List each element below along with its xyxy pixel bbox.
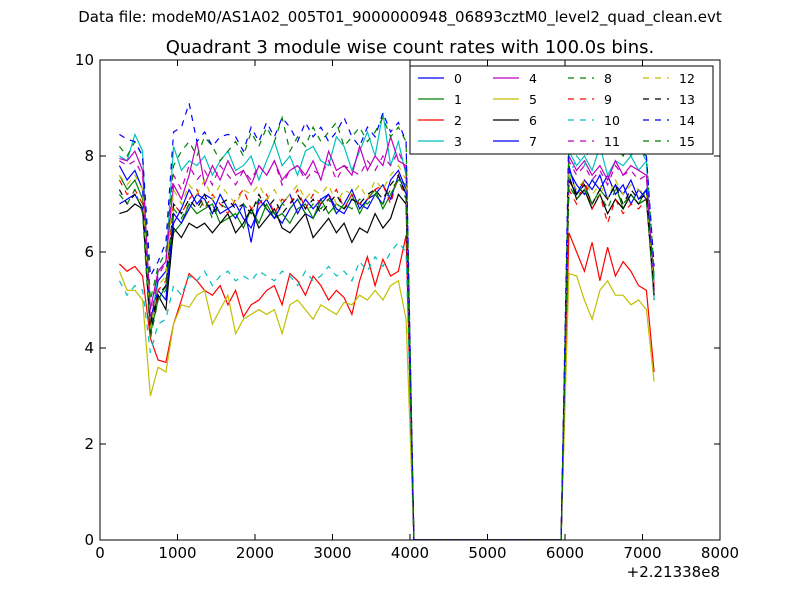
- legend-label-15: 15: [679, 134, 695, 149]
- legend-label-0: 0: [454, 71, 462, 86]
- legend-label-9: 9: [604, 92, 612, 107]
- legend-label-4: 4: [529, 71, 537, 86]
- figure-suptitle: Data file: modeM0/AS1A02_005T01_90000009…: [78, 8, 722, 27]
- y-tick-label: 10: [75, 51, 94, 69]
- x-tick-label: 8000: [701, 544, 739, 562]
- y-tick-label: 8: [84, 147, 94, 165]
- legend-label-7: 7: [529, 134, 537, 149]
- series-line-13: [118, 174, 655, 540]
- legend-frame: [409, 65, 714, 155]
- chart-title: Quadrant 3 module wise count rates with …: [166, 37, 655, 58]
- x-tick-labels: 0 1000 2000 3000 4000 5000 6000 7000 8000: [95, 544, 739, 562]
- series-line-12: [118, 164, 655, 540]
- x-tick-label: 7000: [623, 544, 661, 562]
- x-tick-label: 6000: [546, 544, 584, 562]
- x-offset-label: +2.21338e8: [627, 563, 720, 581]
- legend-label-1: 1: [454, 92, 462, 107]
- legend-label-12: 12: [679, 71, 695, 86]
- y-tick-label: 0: [84, 531, 94, 549]
- legend-label-13: 13: [679, 92, 695, 107]
- legend-label-8: 8: [604, 71, 612, 86]
- x-tick-label: 0: [95, 544, 105, 562]
- legend-label-2: 2: [454, 113, 462, 128]
- legend-label-11: 11: [604, 134, 620, 149]
- series-line-14: [119, 98, 655, 540]
- y-tick-label: 6: [84, 243, 94, 261]
- series-layer: [118, 98, 655, 540]
- x-tick-label: 5000: [468, 544, 506, 562]
- series-line-5: [118, 270, 655, 540]
- legend-label-14: 14: [679, 113, 695, 128]
- x-tick-label: 4000: [391, 544, 429, 562]
- series-line-8: [118, 115, 655, 540]
- y-tick-labels: 0 2 4 6 8 10: [75, 51, 94, 549]
- y-tick-label: 2: [84, 435, 94, 453]
- legend-label-3: 3: [454, 134, 462, 149]
- x-tick-label: 3000: [313, 544, 351, 562]
- legend-label-10: 10: [604, 113, 620, 128]
- x-tick-label: 1000: [158, 544, 196, 562]
- legend-label-6: 6: [529, 113, 537, 128]
- plot-frame: [99, 59, 721, 541]
- x-tick-label: 2000: [236, 544, 274, 562]
- legend-label-5: 5: [529, 92, 537, 107]
- y-tick-label: 4: [84, 339, 94, 357]
